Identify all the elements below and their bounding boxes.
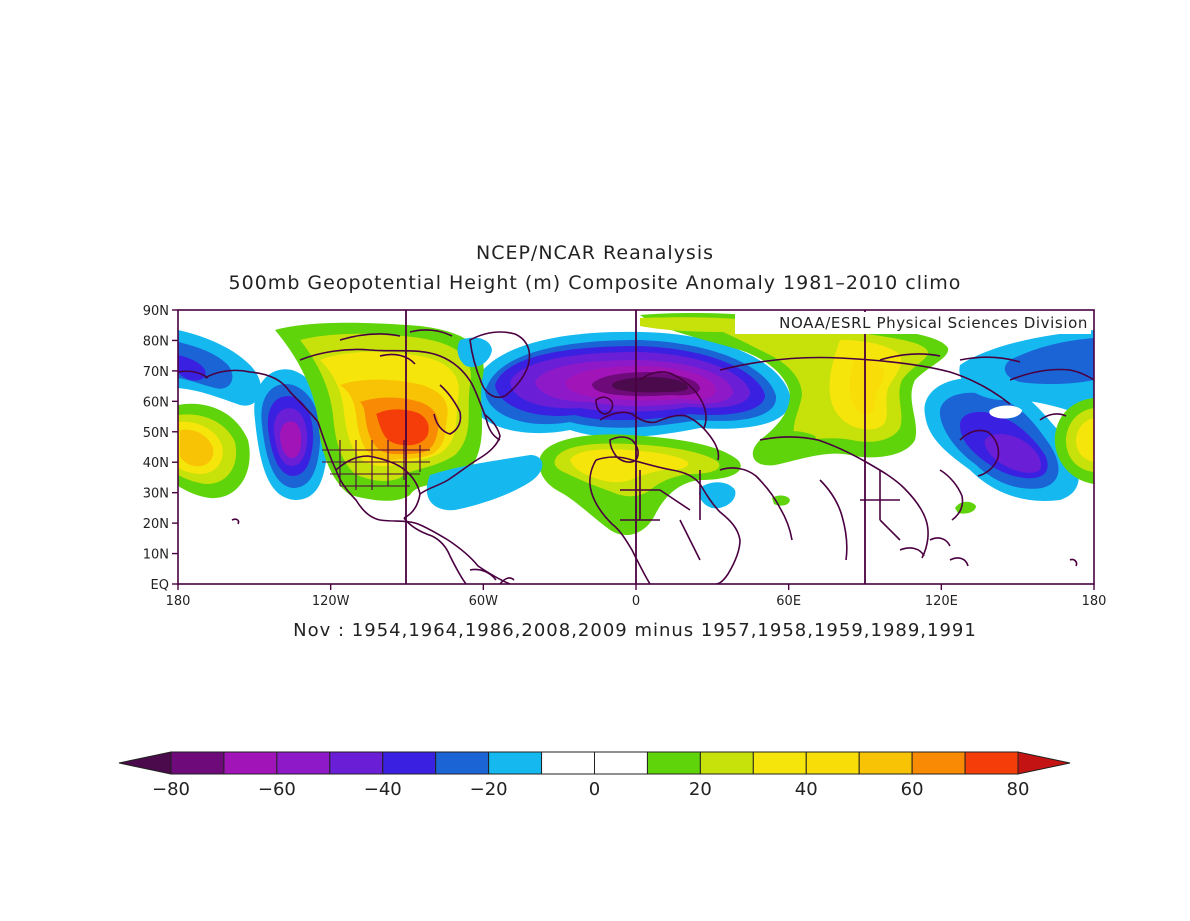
- colorbar-tick-label: 20: [689, 779, 712, 800]
- colorbar-swatch: [541, 751, 595, 775]
- colorbar-swatch: [699, 751, 754, 775]
- colorbar-under-arrow: [118, 751, 172, 775]
- colorbar-swatch: [223, 751, 278, 775]
- credit-label: NOAA/ESRL Physical Sciences Division: [779, 314, 1088, 332]
- lat-label: 70N: [143, 365, 169, 380]
- colorbar-over-arrow: [1017, 751, 1071, 775]
- chart-subtitle: 500mb Geopotential Height (m) Composite …: [228, 272, 962, 294]
- subtropical-atlantic-high: [539, 434, 741, 535]
- colorbar-swatch: [858, 751, 913, 775]
- colorbar-swatch: [382, 751, 437, 775]
- lon-label: 180: [166, 594, 191, 609]
- colorbar-swatch: [964, 751, 1019, 775]
- longitude-axis: 180 120W 60W 0 60E 120E 180: [166, 584, 1107, 609]
- colorbar-swatch: [911, 751, 966, 775]
- lat-label: EQ: [151, 578, 169, 593]
- colorbar-tick-label: 60: [901, 779, 924, 800]
- composite-label: Nov : 1954,1964,1986,2008,2009 minus 195…: [293, 620, 977, 641]
- colorbar-swatch: [435, 751, 490, 775]
- colorbar-swatch: [276, 751, 331, 775]
- dateline-high-west: [178, 403, 250, 499]
- credit-box: [735, 312, 1091, 334]
- colorbar-swatch: [805, 751, 860, 775]
- lat-label: 10N: [143, 548, 169, 563]
- colorbar-swatch: [329, 751, 384, 775]
- northeast-pacific-low: [254, 369, 329, 500]
- lat-label: 90N: [143, 304, 169, 319]
- lat-label: 30N: [143, 487, 169, 502]
- lat-label: 80N: [143, 334, 169, 349]
- colorbar-swatch: [646, 751, 701, 775]
- colorbar-tick-label: 0: [589, 779, 600, 800]
- anomaly-field: [178, 310, 1094, 584]
- us-state-boundaries: [322, 440, 430, 490]
- colorbar: −80 −60 −40 −20 0 20 40 60 80: [118, 751, 1071, 800]
- lat-label: 60N: [143, 395, 169, 410]
- lon-label: 120W: [312, 594, 350, 609]
- north-america-high: [275, 322, 484, 501]
- lat-label: 20N: [143, 517, 169, 532]
- colorbar-swatch: [594, 751, 648, 775]
- dateline-high-east: [1054, 398, 1094, 484]
- lon-label: 60W: [469, 594, 499, 609]
- latitude-axis: 90N 80N 70N 60N 50N 40N 30N 20N 10N EQ: [143, 304, 178, 593]
- lat-label: 40N: [143, 456, 169, 471]
- colorbar-swatch: [488, 751, 543, 775]
- lon-label: 0: [632, 594, 640, 609]
- northwest-pacific-low: [924, 378, 1079, 501]
- lat-label: 50N: [143, 426, 169, 441]
- colorbar-swatch: [170, 751, 225, 775]
- lon-label: 120E: [925, 594, 958, 609]
- colorbar-tick-label: −60: [258, 779, 296, 800]
- colorbar-tick-label: −40: [364, 779, 402, 800]
- lon-label: 60E: [776, 594, 801, 609]
- colorbar-tick-label: 40: [795, 779, 818, 800]
- colorbar-tick-label: 80: [1007, 779, 1030, 800]
- colorbar-tick-label: −20: [470, 779, 508, 800]
- chart-title: NCEP/NCAR Reanalysis: [475, 242, 715, 264]
- lon-label: 180: [1082, 594, 1107, 609]
- meridian-lines: [405, 310, 866, 584]
- colorbar-tick-label: −80: [152, 779, 190, 800]
- colorbar-swatch: [752, 751, 807, 775]
